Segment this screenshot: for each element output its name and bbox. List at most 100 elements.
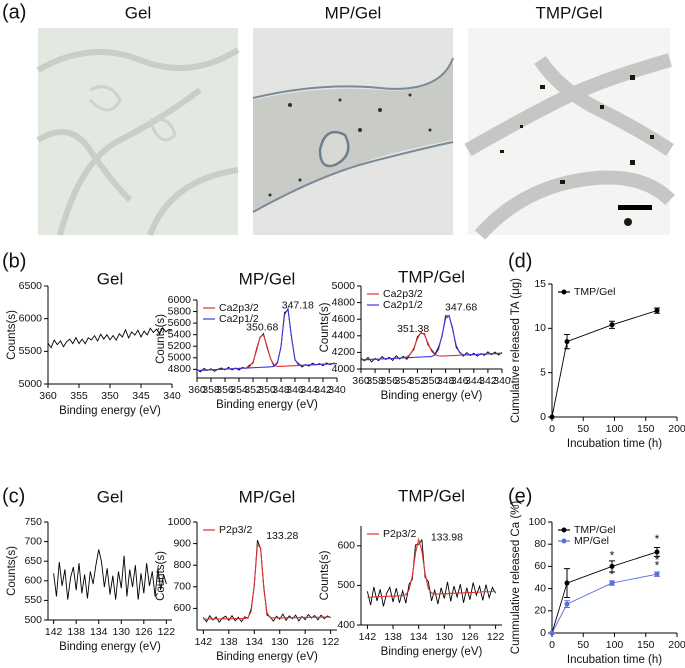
x-tick-label: 150: [637, 423, 655, 435]
chart-title: TMP/Gel: [398, 267, 465, 286]
y-axis-label: Counts(s): [319, 550, 331, 600]
x-tick-label: 50: [577, 423, 589, 435]
panel-label: (e): [508, 485, 532, 507]
x-tick-label: 354: [230, 384, 248, 396]
annotation: 351.38: [397, 323, 429, 335]
annotation: *: [610, 550, 615, 562]
series-line: [202, 539, 331, 624]
y-tick-label: 1000: [168, 516, 192, 528]
x-axis-label: Incubation time (h): [567, 654, 662, 666]
x-tick-label: 344: [465, 375, 483, 387]
x-tick-label: 138: [220, 636, 238, 648]
x-tick-label: 344: [300, 384, 318, 396]
annotation: *: [610, 569, 615, 581]
x-tick-label: 350: [423, 375, 441, 387]
y-tick-label: 5000: [168, 352, 192, 364]
marker: [654, 571, 660, 577]
annotation: 347.18: [282, 300, 314, 312]
series-line: [551, 551, 658, 634]
x-axis-label: Binding energy (eV): [59, 405, 161, 417]
y-tick-label: 6500: [19, 280, 43, 292]
y-tick-label: 600: [337, 540, 355, 552]
series-line: [53, 549, 167, 600]
annotation: *: [655, 555, 660, 567]
series-line: [360, 315, 503, 363]
image-title: TMP/Gel: [535, 3, 602, 22]
series-line: [196, 309, 338, 373]
y-tick-label: 0: [540, 411, 546, 423]
marker: [609, 322, 615, 328]
x-axis-label: Binding energy (eV): [381, 646, 483, 658]
legend-marker: [561, 538, 567, 544]
x-axis-label: Binding energy (eV): [59, 641, 161, 653]
y-tick-label: 650: [24, 555, 42, 567]
y-tick-label: 80: [534, 538, 546, 550]
x-tick-label: 358: [366, 375, 384, 387]
legend-label: P2p3/2: [383, 528, 416, 540]
y-tick-label: 6000: [19, 312, 43, 324]
legend-label: Ca2p3/2: [219, 302, 259, 314]
chart-title: Gel: [97, 269, 123, 288]
y-tick-label: 10: [534, 322, 546, 334]
x-tick-label: 100: [606, 423, 624, 435]
x-axis-label: Incubation time (h): [567, 438, 662, 450]
x-tick-label: 360: [352, 375, 370, 387]
y-tick-label: 5: [540, 366, 546, 378]
series-line: [360, 331, 503, 361]
annotation: 350.68: [246, 322, 278, 334]
legend-marker: [561, 289, 567, 295]
y-tick-label: 700: [173, 581, 191, 593]
x-tick-label: 350: [258, 384, 276, 396]
y-tick-label: 5400: [168, 328, 192, 340]
x-axis-label: Binding energy (eV): [216, 399, 318, 411]
x-tick-label: 134: [90, 626, 108, 638]
y-tick-label: 4800: [168, 363, 192, 375]
marker: [654, 549, 660, 555]
legend-label: TMP/Gel: [574, 286, 615, 298]
x-tick-label: 130: [271, 636, 289, 648]
annotation: *: [655, 534, 660, 546]
legend-label: Ca2p3/2: [383, 288, 423, 300]
y-tick-label: 500: [24, 614, 42, 626]
marker: [564, 580, 570, 586]
chart-title: Gel: [97, 487, 123, 506]
x-tick-label: 355: [70, 390, 88, 402]
micrograph-tmp-gel: [464, 28, 675, 240]
x-tick-label: 138: [384, 631, 402, 643]
y-tick-label: 4600: [332, 313, 356, 325]
series-line: [47, 326, 173, 349]
y-axis-label: Cummulative released Ca (%): [510, 501, 522, 655]
y-tick-label: 500: [337, 579, 355, 591]
x-tick-label: 358: [202, 384, 220, 396]
y-tick-label: 5600: [168, 317, 192, 329]
y-tick-label: 4800: [332, 296, 356, 308]
image-title: MP/Gel: [325, 3, 382, 22]
x-tick-label: 122: [322, 636, 340, 648]
x-tick-label: 346: [286, 384, 304, 396]
x-tick-label: 126: [461, 631, 479, 643]
annotation: 347.68: [445, 301, 477, 313]
y-tick-label: 5200: [168, 340, 192, 352]
y-tick-label: 900: [173, 537, 191, 549]
series-line: [367, 537, 496, 598]
y-tick-label: 100: [528, 516, 546, 528]
y-tick-label: 700: [24, 535, 42, 547]
y-tick-label: 600: [24, 575, 42, 587]
chart-title: TMP/Gel: [398, 486, 465, 505]
y-tick-label: 15: [534, 278, 546, 290]
x-tick-label: 356: [216, 384, 234, 396]
y-axis-label: Counts(s): [6, 546, 18, 596]
x-tick-label: 150: [637, 639, 655, 651]
y-axis-label: Counts(s): [319, 302, 331, 352]
y-axis-label: Counts(s): [155, 551, 167, 601]
y-tick-label: 5000: [19, 378, 43, 390]
series-line: [551, 310, 658, 418]
y-axis-label: Cumulative released TA (μg): [510, 278, 522, 423]
panel-label: (d): [508, 250, 532, 272]
series-line: [196, 306, 338, 372]
x-tick-label: 0: [549, 639, 555, 651]
y-tick-label: 60: [534, 560, 546, 572]
chart-title: MP/Gel: [239, 269, 296, 288]
series-line: [551, 573, 658, 634]
